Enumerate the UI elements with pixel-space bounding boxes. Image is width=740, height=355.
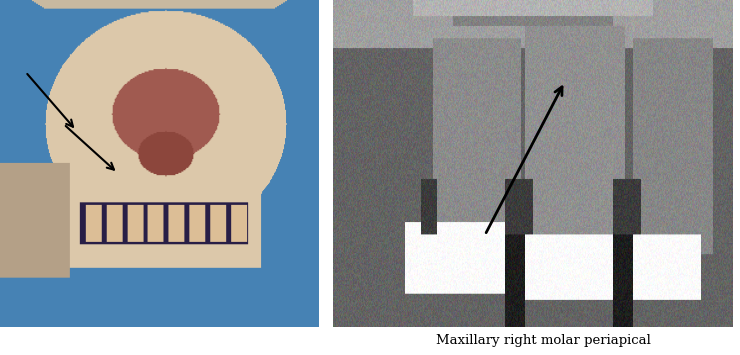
Text: Maxillary right molar periapical: Maxillary right molar periapical [437,334,651,347]
